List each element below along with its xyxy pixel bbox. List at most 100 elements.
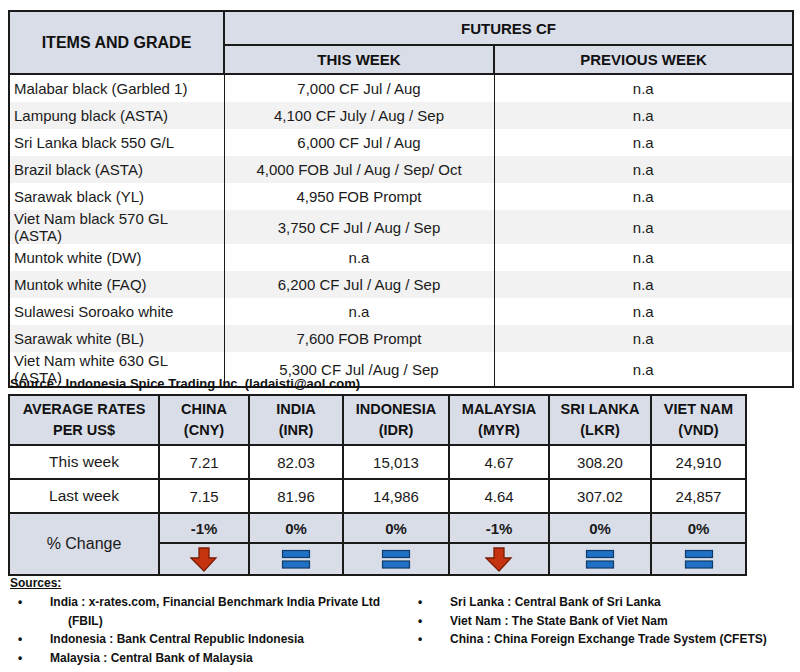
country-name: CHINA	[181, 401, 227, 417]
trend-icon-cell	[343, 543, 449, 575]
item-name: Sarawak black (YL)	[9, 183, 224, 210]
equals-icon	[585, 549, 615, 570]
trend-icon-cell	[651, 543, 746, 575]
previous-week-value: n.a	[494, 244, 793, 271]
rate-value: 15,013	[343, 445, 449, 479]
table-row: Viet Nam black 570 GL (ASTA)3,750 CF Jul…	[9, 210, 793, 244]
this-week-header: THIS WEEK	[224, 45, 494, 74]
table-row: Sarawak black (YL)4,950 FOB Promptn.a	[9, 183, 793, 210]
currency-code: (VND)	[678, 422, 718, 438]
pct-change-value: -1%	[159, 513, 249, 543]
previous-week-value: n.a	[494, 352, 793, 387]
trend-icon-cell	[159, 543, 249, 575]
currency-code: (IDR)	[379, 422, 414, 438]
equals-icon	[281, 549, 311, 570]
average-rates-line1: AVERAGE RATES	[23, 401, 146, 417]
previous-week-value: n.a	[494, 156, 793, 183]
bullet-icon: •	[18, 649, 32, 668]
country-name: VIET NAM	[664, 401, 733, 417]
futures-table: ITEMS AND GRADE FUTURES CF THIS WEEK PRE…	[8, 10, 794, 388]
source-text: India : x-rates.com, Financial Benchmark…	[32, 593, 410, 630]
previous-week-value: n.a	[494, 271, 793, 298]
item-name: Muntok white (FAQ)	[9, 271, 224, 298]
rate-value: 14,986	[343, 479, 449, 513]
item-name: Viet Nam black 570 GL (ASTA)	[9, 210, 224, 244]
this-week-value: 7,600 FOB Prompt	[224, 325, 494, 352]
previous-week-value: n.a	[494, 325, 793, 352]
items-and-grade-header: ITEMS AND GRADE	[9, 11, 224, 74]
table-row: Muntok white (DW)n.an.a	[9, 244, 793, 271]
item-name: Sarawak white (BL)	[9, 325, 224, 352]
this-week-value: 6,000 CF Jul / Aug	[224, 129, 494, 156]
bullet-icon: •	[418, 612, 432, 631]
trend-icon-cell	[449, 543, 549, 575]
bullet-icon: •	[418, 593, 432, 612]
item-name: Sri Lanka black 550 G/L	[9, 129, 224, 156]
equals-icon	[684, 549, 714, 570]
source-text: Viet Nam : The State Bank of Viet Nam	[432, 612, 668, 631]
previous-week-value: n.a	[494, 210, 793, 244]
column-header-viet-nam: VIET NAM (VND)	[651, 395, 746, 445]
item-name: Malabar black (Garbled 1)	[9, 74, 224, 102]
rate-value: 81.96	[249, 479, 343, 513]
last-week-row: Last week 7.15 81.96 14,986 4.64 307.02 …	[9, 479, 746, 513]
pct-change-value: 0%	[651, 513, 746, 543]
this-week-value: n.a	[224, 298, 494, 325]
item-name: Lampung black (ASTA)	[9, 102, 224, 129]
currency-code: (INR)	[279, 422, 314, 438]
this-week-value: 4,950 FOB Prompt	[224, 183, 494, 210]
country-name: INDIA	[276, 401, 315, 417]
average-rates-line2: PER US$	[53, 422, 115, 438]
previous-week-value: n.a	[494, 298, 793, 325]
pct-change-value: -1%	[449, 513, 549, 543]
table-row: Lampung black (ASTA)4,100 CF July / Aug …	[9, 102, 793, 129]
report-page: ITEMS AND GRADE FUTURES CF THIS WEEK PRE…	[0, 0, 800, 672]
source-text: Indonesia : Bank Central Republic Indone…	[32, 630, 304, 649]
rate-value: 7.21	[159, 445, 249, 479]
source-text: China : China Foreign Exchange Trade Sys…	[432, 630, 767, 649]
exchange-rates-table: AVERAGE RATES PER US$ CHINA (CNY) INDIA (I…	[8, 394, 747, 576]
list-item: •Viet Nam : The State Bank of Viet Nam	[410, 612, 770, 631]
bullet-icon: •	[18, 593, 32, 630]
column-header-china: CHINA (CNY)	[159, 395, 249, 445]
currency-code: (CNY)	[184, 422, 224, 438]
this-week-value: 4,000 FOB Jul / Aug / Sep/ Oct	[224, 156, 494, 183]
rate-value: 24,910	[651, 445, 746, 479]
equals-icon	[381, 549, 411, 570]
futures-source-note: Source : Indonesia Spice Trading Inc. (l…	[10, 376, 360, 391]
row-label: This week	[9, 445, 159, 479]
list-item: •Indonesia : Bank Central Republic Indon…	[10, 630, 410, 649]
country-name: SRI LANKA	[561, 401, 640, 417]
table-row: Sulawesi Soroako whiten.an.a	[9, 298, 793, 325]
table-row: Malabar black (Garbled 1)7,000 CF Jul / …	[9, 74, 793, 102]
pct-change-label: % Change	[9, 513, 159, 575]
list-item: •China : China Foreign Exchange Trade Sy…	[410, 630, 770, 649]
column-header-malaysia: MALAYSIA (MYR)	[449, 395, 549, 445]
futures-cf-header: FUTURES CF	[224, 11, 793, 45]
this-week-value: n.a	[224, 244, 494, 271]
country-name: MALAYSIA	[462, 401, 536, 417]
currency-code: (MYR)	[478, 422, 520, 438]
source-text: Sri Lanka : Central Bank of Sri Lanka	[432, 593, 661, 612]
sources-left-column: •India : x-rates.com, Financial Benchmar…	[10, 593, 410, 667]
down-arrow-icon	[485, 547, 513, 572]
previous-week-header: PREVIOUS WEEK	[494, 45, 793, 74]
column-header-indonesia: INDONESIA(IDR)	[343, 395, 449, 445]
currency-code: (LKR)	[580, 422, 619, 438]
this-week-value: 7,000 CF Jul / Aug	[224, 74, 494, 102]
previous-week-value: n.a	[494, 183, 793, 210]
trend-icon-cell	[249, 543, 343, 575]
previous-week-value: n.a	[494, 102, 793, 129]
rate-value: 4.64	[449, 479, 549, 513]
list-item: •Sri Lanka : Central Bank of Sri Lanka	[410, 593, 770, 612]
down-arrow-icon	[190, 547, 218, 572]
table-row: Muntok white (FAQ)6,200 CF Jul / Aug / S…	[9, 271, 793, 298]
column-header-india: INDIA (INR)	[249, 395, 343, 445]
rate-value: 307.02	[549, 479, 651, 513]
bullet-icon: •	[418, 630, 432, 649]
bullet-icon: •	[18, 630, 32, 649]
this-week-value: 6,200 CF Jul / Aug / Sep	[224, 271, 494, 298]
rate-value: 82.03	[249, 445, 343, 479]
item-name: Muntok white (DW)	[9, 244, 224, 271]
pct-change-value: 0%	[343, 513, 449, 543]
